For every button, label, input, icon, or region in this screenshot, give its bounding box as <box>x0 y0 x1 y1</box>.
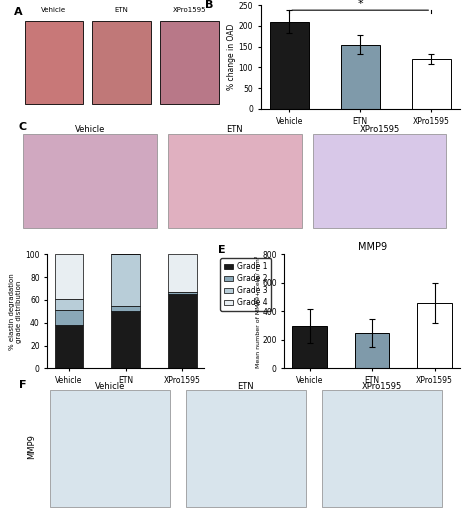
Text: ETN: ETN <box>227 125 243 134</box>
Bar <box>55 310 83 325</box>
Text: Vehicle: Vehicle <box>41 7 66 13</box>
FancyBboxPatch shape <box>322 390 442 507</box>
Bar <box>418 303 452 368</box>
Bar <box>55 254 83 299</box>
Text: C: C <box>18 121 27 132</box>
Y-axis label: Mean number of MMP9+ cells/ mm²: Mean number of MMP9+ cells/ mm² <box>255 255 261 367</box>
Title: MMP9: MMP9 <box>357 242 387 252</box>
Bar <box>55 325 83 368</box>
Text: Vehicle: Vehicle <box>95 381 125 391</box>
Text: A: A <box>14 7 23 17</box>
Bar <box>412 59 451 109</box>
Bar <box>168 292 197 294</box>
FancyBboxPatch shape <box>186 390 306 507</box>
FancyBboxPatch shape <box>160 21 219 104</box>
Text: MMP9: MMP9 <box>27 434 36 459</box>
Legend: Grade 1, Grade 2, Grade 3, Grade 4: Grade 1, Grade 2, Grade 3, Grade 4 <box>220 258 272 311</box>
Bar <box>341 45 380 109</box>
Bar <box>55 299 83 310</box>
Bar <box>168 254 197 292</box>
Text: B: B <box>205 0 213 10</box>
FancyBboxPatch shape <box>50 390 170 507</box>
FancyBboxPatch shape <box>313 134 447 228</box>
Bar <box>111 254 140 306</box>
Text: E: E <box>218 245 225 255</box>
Text: XPro1595: XPro1595 <box>173 7 206 13</box>
FancyBboxPatch shape <box>92 21 151 104</box>
Text: ETN: ETN <box>115 7 128 13</box>
Text: Vehicle: Vehicle <box>75 125 105 134</box>
Bar <box>355 333 389 368</box>
Text: ETN: ETN <box>237 381 254 391</box>
FancyBboxPatch shape <box>168 134 301 228</box>
FancyBboxPatch shape <box>25 21 83 104</box>
Text: XPro1595: XPro1595 <box>359 125 400 134</box>
Bar <box>111 311 140 368</box>
Bar <box>292 326 327 368</box>
FancyBboxPatch shape <box>23 134 157 228</box>
Text: *: * <box>357 0 363 9</box>
Bar <box>111 306 140 311</box>
Y-axis label: % change in OAD: % change in OAD <box>227 24 236 90</box>
Bar <box>270 22 309 109</box>
Text: XPro1595: XPro1595 <box>362 381 402 391</box>
Y-axis label: % elastin degradation
grade distribution: % elastin degradation grade distribution <box>9 273 22 350</box>
Bar <box>168 294 197 368</box>
Text: F: F <box>18 380 26 390</box>
